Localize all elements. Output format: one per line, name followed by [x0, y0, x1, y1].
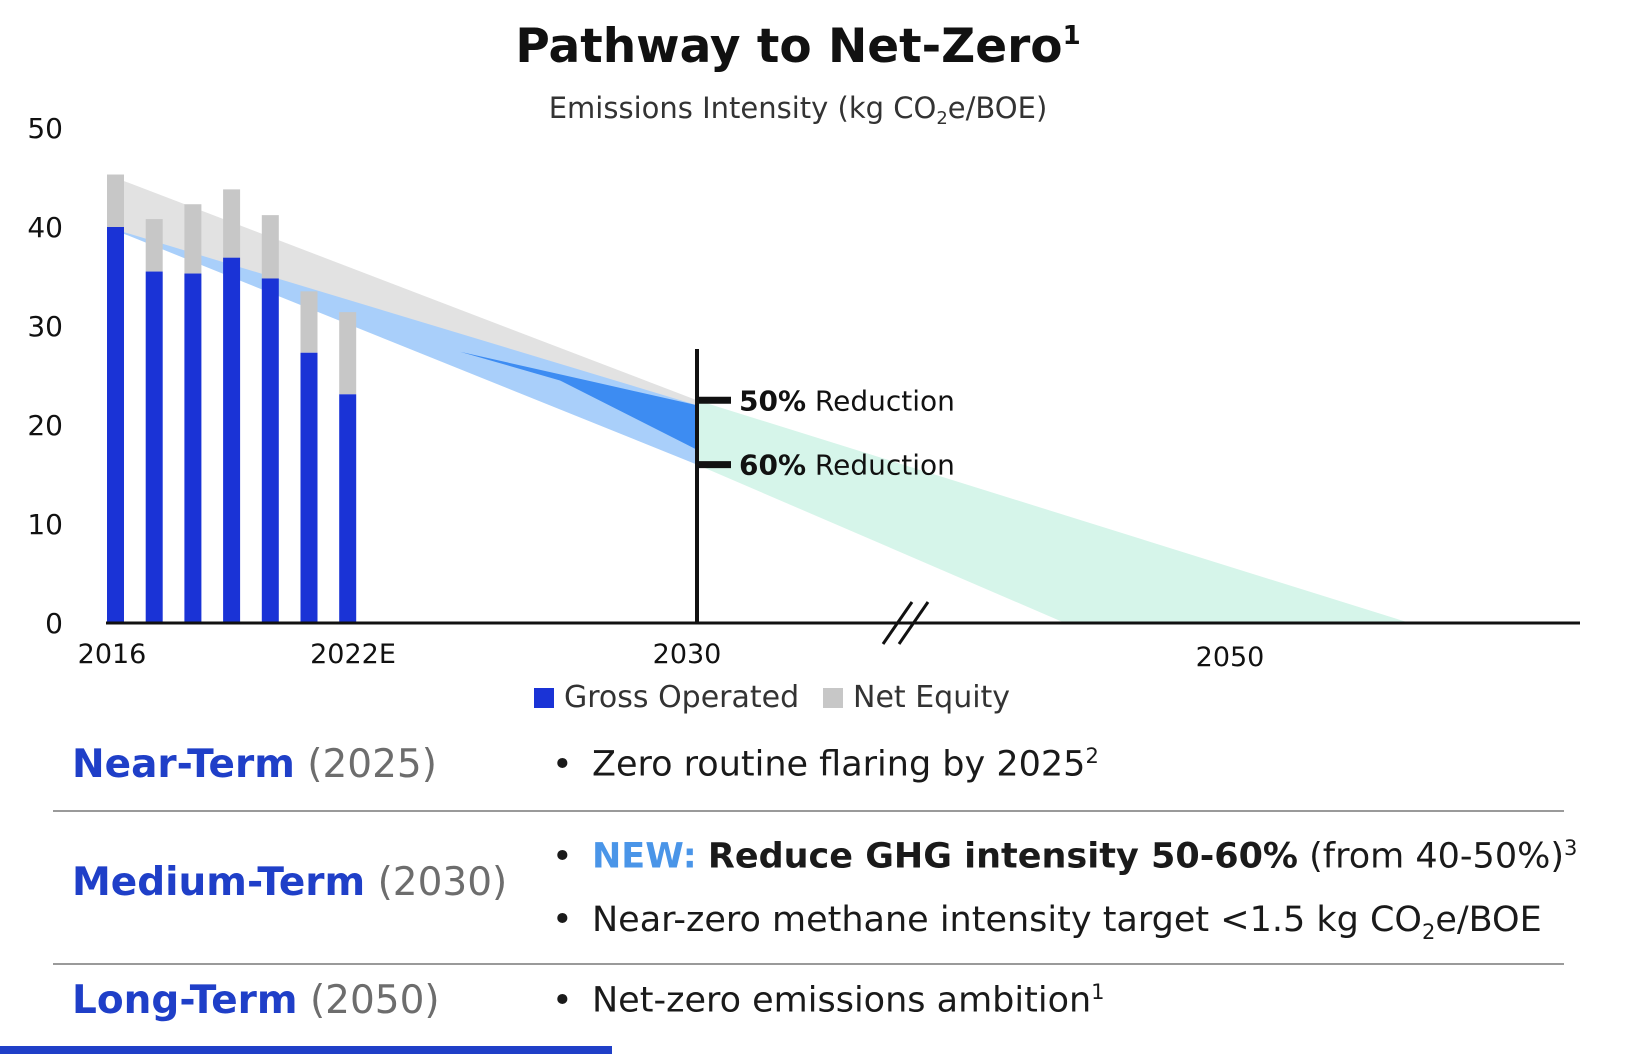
chart-title: Pathway to Net-Zero1	[515, 19, 1080, 74]
y-tick-label: 50	[27, 112, 63, 145]
target-bullet: • NEW: Reduce GHG intensity 50-60% (from …	[552, 836, 1577, 877]
y-tick-label: 30	[27, 310, 63, 343]
bullet-bold-text: Reduce GHG intensity 50-60%	[707, 836, 1299, 877]
bar-net-equity	[261, 215, 279, 279]
term-label: Long-Term (2050)	[72, 978, 440, 1023]
y-tick-label: 20	[27, 409, 63, 442]
bullet-text: Near-zero methane intensity target <1.5 …	[592, 900, 1422, 940]
target-2030-marker: 50% Reduction 60% Reduction	[695, 349, 955, 623]
bar-net-equity	[184, 204, 202, 274]
chart-subtitle: Emissions Intensity (kg CO2e/BOE)	[549, 91, 1048, 129]
y-tick-label: 0	[45, 607, 63, 640]
y-tick-label: 40	[27, 211, 63, 244]
x-axis: 2016 2022E 2030 2050	[78, 601, 1580, 673]
subscript: 2	[1421, 920, 1436, 944]
footnote-ref: 2	[1085, 744, 1099, 768]
net-equity-pathway-band	[107, 174, 697, 411]
term-label: Near-Term (2025)	[72, 742, 437, 787]
term-year: (2025)	[307, 742, 437, 787]
bar-gross-operated	[184, 273, 202, 623]
bullet-text: Net-zero emissions ambition	[592, 980, 1092, 1021]
footnote-ref: 3	[1564, 836, 1578, 860]
footnote-ref: 1	[1091, 980, 1105, 1004]
legend-label: Net Equity	[853, 680, 1010, 715]
gross-operated-pathway-band	[107, 227, 697, 465]
x-tick-label: 2016	[78, 639, 147, 670]
long-term-pathway-band	[697, 400, 1410, 623]
x-tick-label: 2050	[1196, 642, 1265, 673]
reduction-annotation: 50% Reduction	[739, 384, 955, 417]
target-bullet: • Near-zero methane intensity target <1.5…	[552, 900, 1542, 944]
term-name: Long-Term	[72, 978, 298, 1023]
target-bullet: • Net-zero emissions ambition1	[552, 980, 1105, 1021]
y-axis: 0 10 20 30 40 50	[27, 112, 63, 640]
bar-net-equity	[107, 174, 124, 227]
y-tick-label: 10	[27, 508, 63, 541]
term-label: Medium-Term (2030)	[72, 860, 507, 905]
bullet-dot: •	[552, 836, 573, 877]
new-tag: NEW:	[592, 836, 697, 877]
bullet-text-end: e/BOE	[1435, 900, 1542, 940]
bar-gross-operated	[145, 271, 163, 623]
term-name: Near-Term	[72, 742, 295, 787]
bullet-dot: •	[552, 744, 573, 785]
bar-gross-operated	[223, 257, 241, 623]
axis-break-mark	[881, 601, 914, 645]
bullet-text: (from 40-50%)	[1309, 836, 1564, 877]
bar-net-equity	[339, 312, 357, 395]
bar-gross-operated	[261, 278, 279, 623]
emissions-chart: Pathway to Net-Zero1 Emissions Intensity…	[27, 19, 1580, 715]
legend-label: Gross Operated	[564, 680, 799, 715]
row-divider	[53, 963, 1564, 965]
accent-bar	[0, 1046, 612, 1054]
pathway-bands	[107, 174, 1410, 623]
bar-series	[107, 174, 357, 623]
bar-net-equity	[145, 219, 163, 272]
bullet-dot: •	[552, 980, 573, 1021]
bar-gross-operated	[339, 394, 357, 623]
bar-net-equity	[223, 189, 241, 258]
axis-break-mark	[897, 601, 930, 645]
target-bullet: • Zero routine flaring by 20252	[552, 744, 1099, 785]
reduction-annotation: 60% Reduction	[739, 449, 955, 482]
x-tick-label: 2022E	[310, 639, 396, 670]
bar-net-equity	[300, 291, 318, 353]
legend-swatch	[823, 688, 843, 708]
bar-gross-operated	[107, 227, 124, 623]
term-year: (2030)	[377, 860, 508, 905]
legend-swatch	[534, 688, 554, 708]
term-year: (2050)	[309, 978, 440, 1023]
term-name: Medium-Term	[72, 860, 366, 905]
chart-legend: Gross Operated Net Equity	[534, 680, 1010, 715]
x-tick-label: 2030	[653, 639, 722, 670]
bar-gross-operated	[300, 352, 318, 623]
bullet-text: Zero routine flaring by 2025	[592, 744, 1086, 785]
row-divider	[53, 810, 1564, 812]
bullet-dot: •	[552, 900, 573, 940]
pathway-overlap-band	[460, 351, 697, 450]
